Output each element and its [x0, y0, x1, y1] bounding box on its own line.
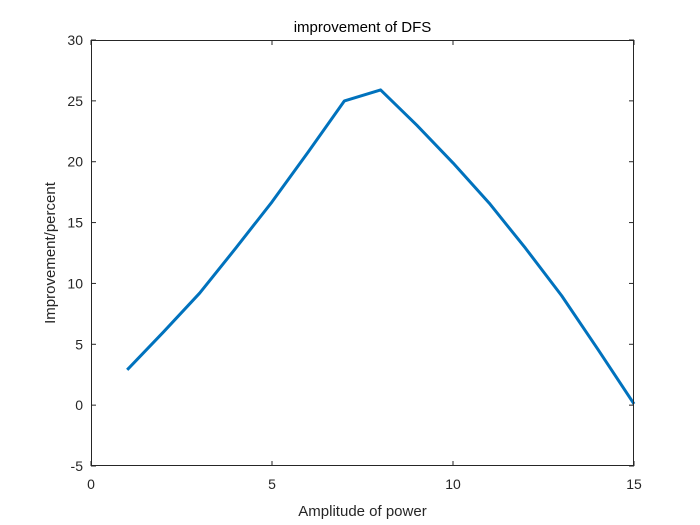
y-tick-label: 30	[67, 32, 83, 48]
y-tick-label: 10	[67, 275, 83, 291]
x-tick-label: 5	[268, 476, 276, 492]
series-layer	[126, 88, 636, 405]
x-axis-title: Amplitude of power	[298, 503, 426, 520]
x-tick-label: 0	[87, 476, 95, 492]
plot-area	[91, 40, 634, 466]
chart-title: improvement of DFS	[294, 19, 432, 36]
series-line-0	[126, 88, 636, 405]
y-axis-title: Improvement/percent	[42, 181, 59, 324]
x-tick-label: 15	[626, 476, 642, 492]
y-tick-label: 20	[67, 154, 83, 170]
axes-box	[91, 40, 634, 466]
y-tick-label: 25	[67, 93, 83, 109]
y-tick-label: -5	[71, 458, 84, 474]
x-tick-label: 10	[445, 476, 461, 492]
y-tick-label: 15	[67, 215, 83, 231]
y-tick-label: 5	[75, 336, 83, 352]
y-tick-label: 0	[75, 397, 83, 413]
